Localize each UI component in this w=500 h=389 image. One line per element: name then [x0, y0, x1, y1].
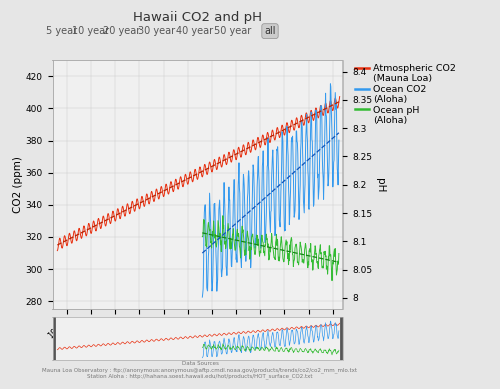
- Text: Data Sources
Mauna Loa Observatory : ftp://anonymous:anonymous@aftp.cmdl.noaa.go: Data Sources Mauna Loa Observatory : ftp…: [42, 361, 358, 379]
- Legend: Atmospheric CO2, (Mauna Loa), Ocean CO2, (Aloha), Ocean pH, (Aloha): Atmospheric CO2, (Mauna Loa), Ocean CO2,…: [351, 60, 460, 129]
- Text: 40 year: 40 year: [176, 26, 213, 36]
- Y-axis label: CO2 (ppm): CO2 (ppm): [13, 156, 23, 213]
- Text: 20 year: 20 year: [104, 26, 141, 36]
- Y-axis label: pH: pH: [375, 178, 385, 192]
- Text: 50 year: 50 year: [214, 26, 251, 36]
- Title: Hawaii CO2 and pH: Hawaii CO2 and pH: [133, 11, 262, 25]
- Text: 30 year: 30 year: [138, 26, 175, 36]
- Text: 5 year: 5 year: [46, 26, 77, 36]
- Text: all: all: [264, 26, 276, 36]
- Text: 10 year: 10 year: [72, 26, 109, 36]
